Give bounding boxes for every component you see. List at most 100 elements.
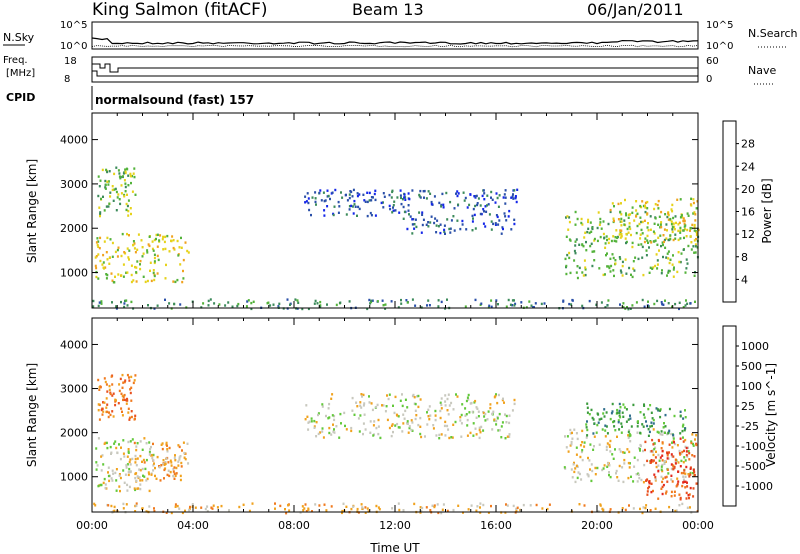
echo-cell [218,303,221,306]
echo-cell [675,485,678,488]
echo-cell [419,506,422,509]
echo-cell [123,455,126,458]
echo-cell [631,206,634,209]
echo-cell [149,269,151,272]
echo-cell [422,190,425,193]
echo-cell [672,216,675,220]
echo-cell [447,393,450,396]
echo-cell [107,180,110,183]
echo-cell [684,224,687,227]
echo-cell [327,407,330,410]
echo-cell [108,479,111,483]
echo-cell [183,456,186,459]
echo-cell [429,221,432,224]
echo-cell [326,189,329,192]
echo-cell [146,249,149,252]
echo-cell [450,436,453,439]
echo-cell [324,199,327,202]
echo-cell [630,273,632,276]
echo-cell [530,304,533,307]
echo-cell [679,216,682,219]
echo-cell [103,401,106,404]
echo-cell [646,212,649,215]
echo-cell [111,185,114,188]
echo-cell [165,441,168,445]
echo-cell [156,455,159,459]
echo-cell [581,458,584,462]
echo-cell [574,467,577,470]
echo-cell [170,461,173,464]
echo-cell [153,256,156,260]
echo-cell [495,423,498,426]
echo-cell [117,402,120,405]
echo-cell [134,251,137,254]
echo-cell [321,405,324,408]
echo-cell [446,409,449,412]
echo-cell [188,508,191,512]
echo-cell [680,452,683,455]
echo-cell [444,404,447,407]
echo-cell [628,266,631,270]
echo-cell [138,468,141,471]
echo-cell [116,451,119,455]
echo-cell [466,206,469,209]
echo-cell [678,260,681,264]
echo-cell [654,456,657,459]
echo-cell [692,198,695,201]
echo-cell [369,420,372,423]
echo-cell [631,211,634,214]
echo-cell [103,267,105,270]
echo-cell [134,417,136,420]
echo-cell [419,432,422,436]
echo-cell [575,464,578,467]
echo-cell [646,490,649,493]
echo-cell [114,403,117,407]
echo-cell [111,469,114,472]
echo-cell [361,506,364,509]
echo-cell [120,392,123,395]
echo-cell [227,301,230,304]
echo-cell [97,245,100,248]
echo-cell [108,170,111,173]
echo-cell [122,263,125,266]
echo-cell [137,233,140,236]
echo-cell [438,201,441,205]
echo-cell [419,425,422,428]
echo-cell [267,301,270,304]
echo-cell [646,493,649,496]
echo-cell [596,466,599,470]
echo-cell [628,429,631,432]
echo-cell [114,440,117,443]
echo-cell [125,167,128,170]
echo-cell [380,201,383,205]
noise-right-tick-high: 10^5 [706,20,733,31]
echo-cell [646,207,649,210]
echo-cell [596,239,599,243]
echo-cell [406,420,409,423]
echo-cell [455,393,457,396]
echo-cell [427,221,430,224]
echo-cell [652,428,655,431]
echo-cell [135,445,138,448]
echo-cell [425,506,428,509]
echo-cell [684,304,687,307]
echo-cell [315,421,318,424]
echo-cell [611,453,614,456]
echo-cell [679,260,682,264]
echo-cell [588,413,591,416]
colorbar-tick-label: -500 [741,460,766,473]
echo-cell [504,215,507,218]
echo-cell [648,480,651,483]
echo-cell [685,497,688,500]
echo-cell [669,217,672,221]
echo-cell [601,428,604,431]
echo-cell [153,509,156,513]
echo-cell [580,478,583,481]
echo-cell [678,221,681,224]
echo-cell [605,445,608,449]
velocity-ylabel: Slant Range [km] [25,363,39,467]
echo-cell [155,477,158,480]
echo-cell [179,303,182,306]
echo-cell [124,473,127,476]
